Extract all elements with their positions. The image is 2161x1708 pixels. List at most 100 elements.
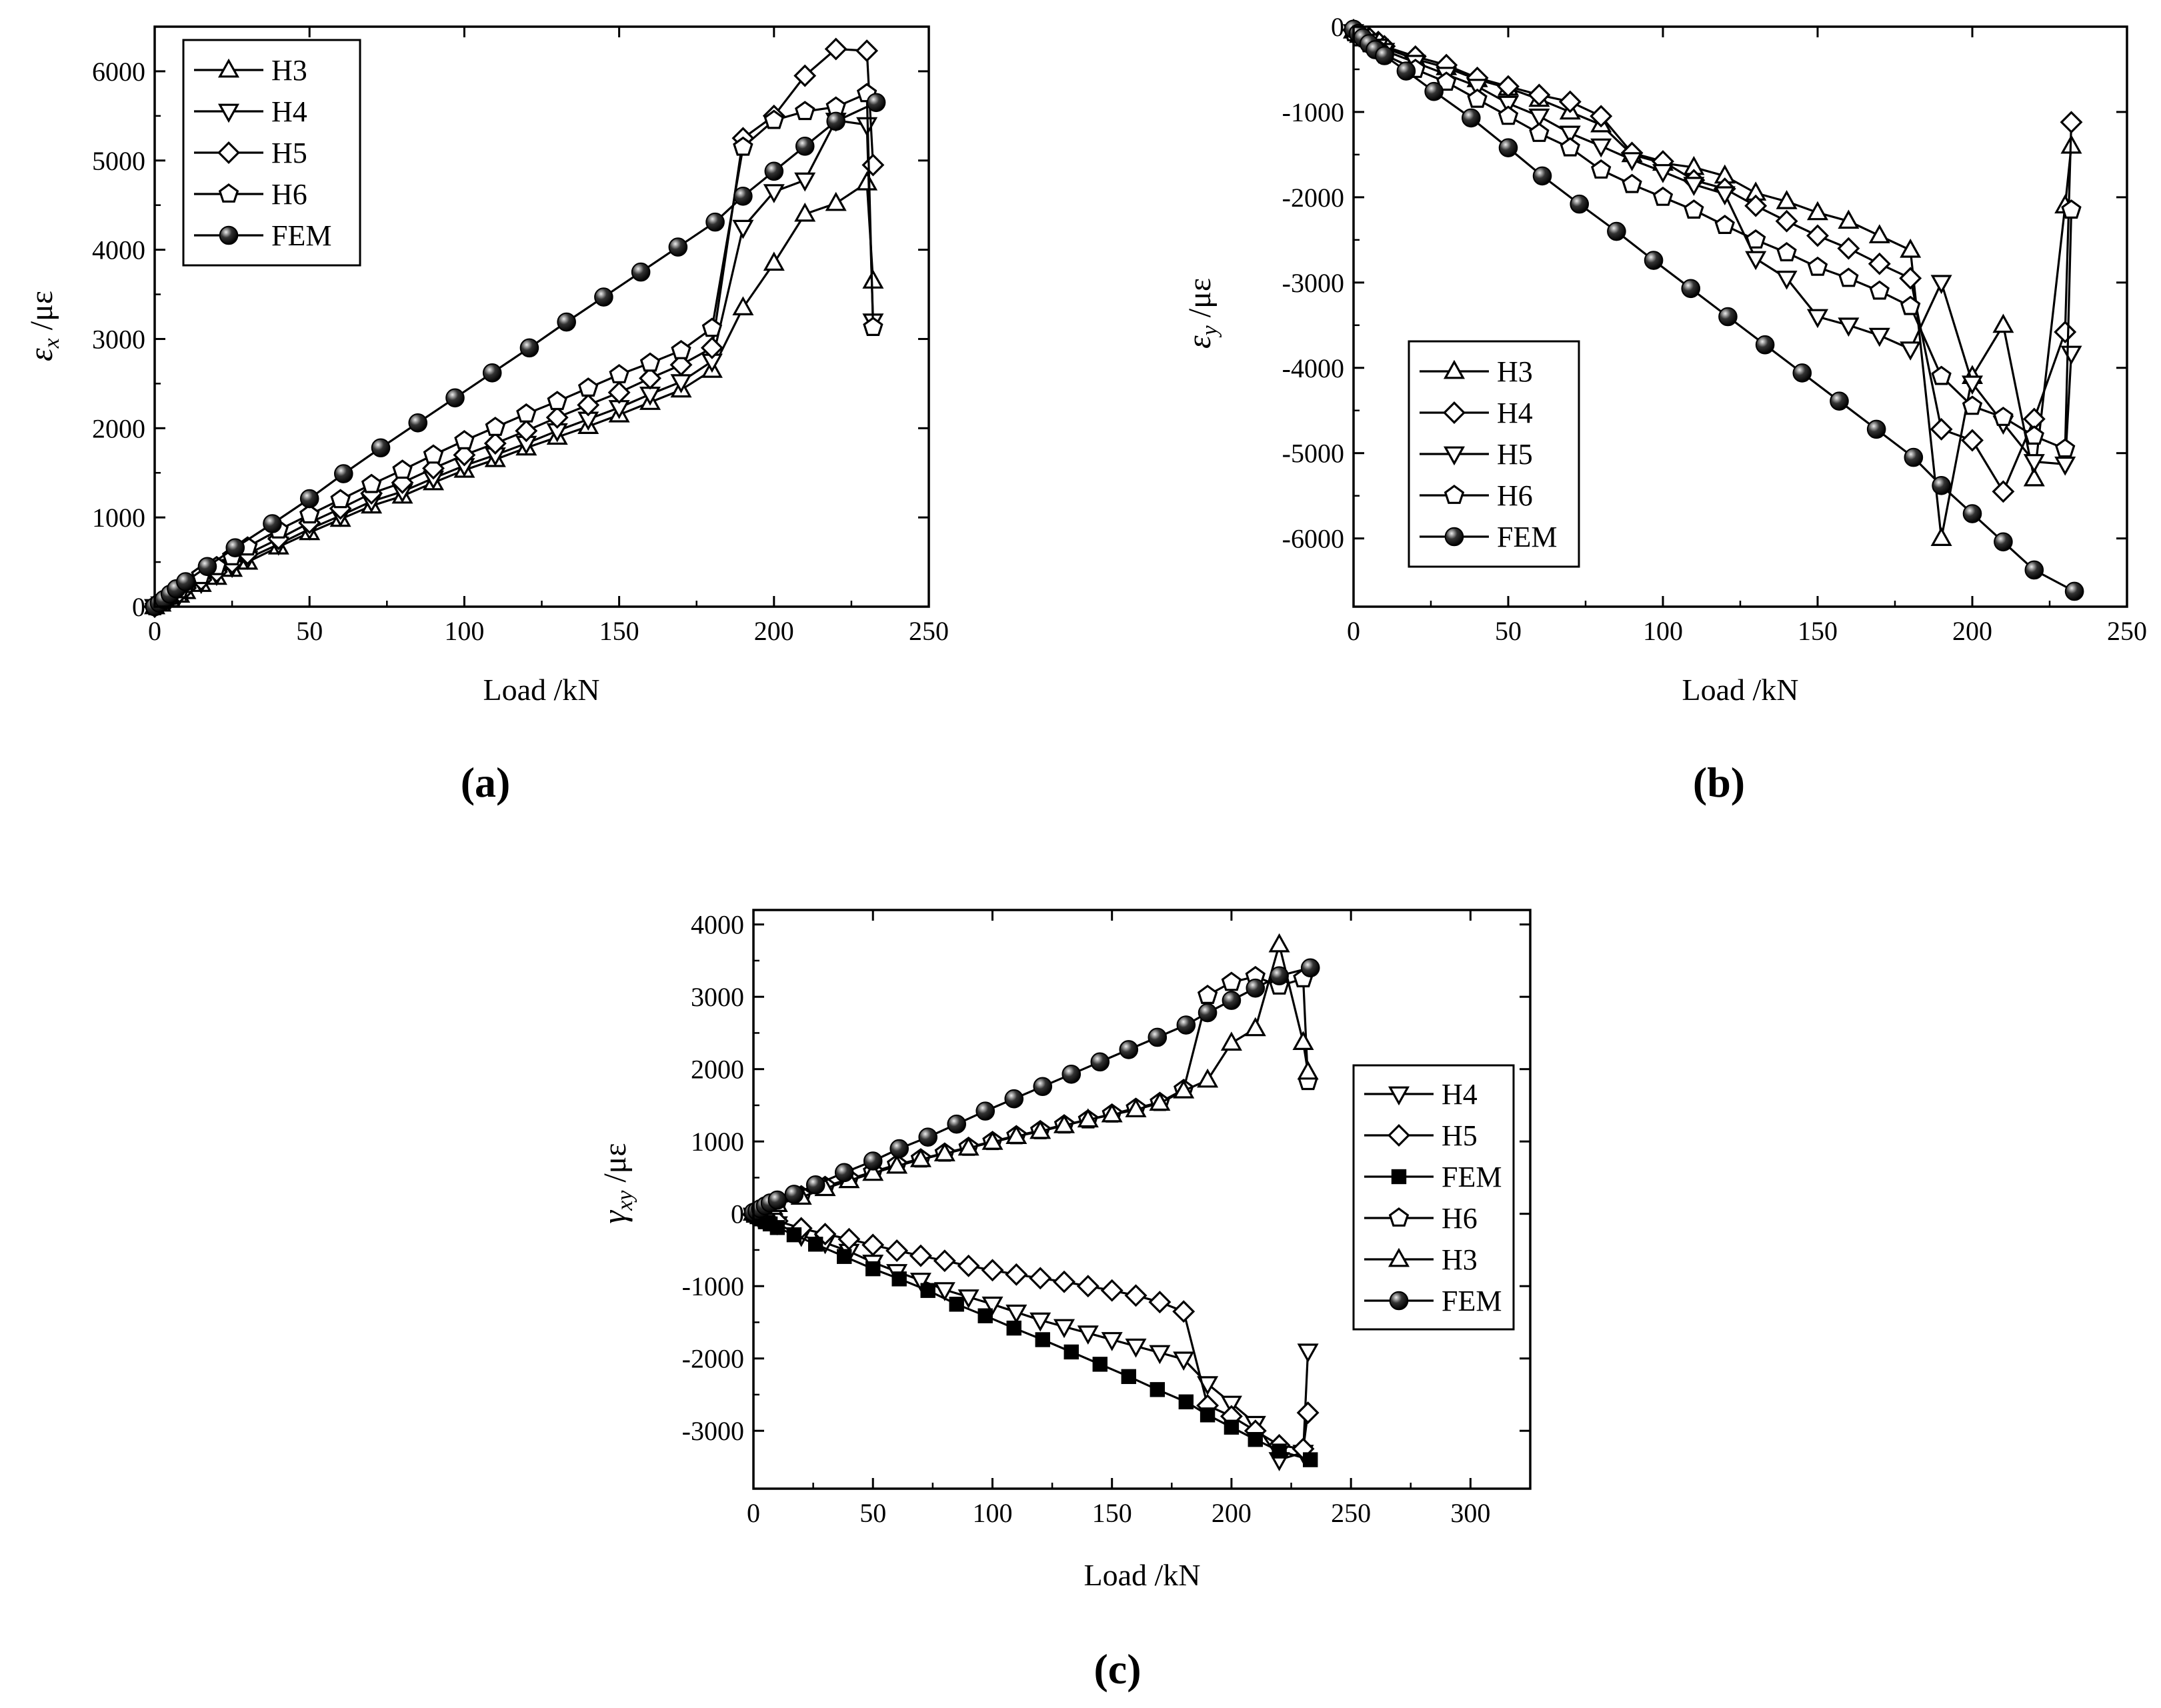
chart-b-point-fem <box>1866 419 1886 439</box>
chart-c-ytick-label: -3000 <box>682 1416 744 1446</box>
chart-c-point-h4 <box>1029 1312 1051 1332</box>
chart-b-ytick-label: -5000 <box>1282 439 1344 469</box>
chart-a-xlabel: Load /kN <box>483 673 599 707</box>
chart-b-point-h5 <box>1559 125 1581 145</box>
chart-a-legend-label: H5 <box>271 137 307 169</box>
chart-b-point-h6 <box>1622 173 1642 193</box>
chart-a-point-h5 <box>453 443 476 467</box>
chart-a-point-fem <box>631 262 651 282</box>
chart-a-point-h3 <box>856 171 878 191</box>
chart-a-xtick-label: 150 <box>599 616 639 646</box>
chart-b-ytick-label: 0 <box>1331 12 1344 42</box>
chart-a-legend-label: H3 <box>271 54 307 87</box>
chart-b-point-h5 <box>1652 164 1674 183</box>
chart-a-point-fem <box>795 137 815 156</box>
chart-a-point-h5 <box>483 432 507 455</box>
panel-a: 0 50 100 150 200 250 0 1000 2000 3000 4000 5000 6000… <box>22 25 949 806</box>
chart-c-point-h3 <box>933 1142 955 1162</box>
chart-a-point-h5 <box>607 381 631 404</box>
chart-c-point-h3 <box>1053 1114 1075 1133</box>
chart-b-point-h3 <box>1900 238 1922 258</box>
chart-b-point-h5 <box>1838 317 1860 337</box>
chart-a-point-h6 <box>795 101 815 121</box>
chart-a-legend-marker <box>218 183 239 203</box>
chart-b-point-h6 <box>1714 215 1735 234</box>
chart-b-point-h5 <box>2023 454 2045 473</box>
chart-b-point-fem <box>1755 335 1775 355</box>
chart-b-point-fem <box>1681 279 1701 299</box>
chart-b-plot-area: 0 50 100 150 200 250 -6000 -5000 -4000 -3000 -2000… <box>1282 12 2147 646</box>
chart-b-point-h6 <box>1529 122 1550 142</box>
chart-a-point-fem <box>299 489 319 509</box>
chart-c-point-fem <box>784 1185 804 1204</box>
chart-b-point-h3 <box>1838 209 1860 229</box>
chart-b-point-h6 <box>1498 105 1519 125</box>
chart-c-point-fem <box>1200 1407 1216 1423</box>
chart-c-point-h4 <box>981 1296 1003 1316</box>
chart-b-point-h6 <box>2055 438 2076 458</box>
chart-a-point-h6 <box>639 352 661 372</box>
chart-c-point-fem <box>1272 1443 1287 1459</box>
chart-c-point-h6 <box>1197 985 1218 1005</box>
chart-c-point-h3 <box>1268 933 1290 953</box>
chart-a-point-h6 <box>361 473 382 493</box>
chart-c-legend-marker <box>1388 1086 1410 1106</box>
chart-a-ytick-label: 1000 <box>92 503 145 533</box>
chart-c-point-h4 <box>933 1282 955 1301</box>
chart-a-point-h5 <box>824 37 847 61</box>
chart-c-ytick-label: 1000 <box>691 1127 744 1157</box>
chart-b-point-h5 <box>1466 79 1488 98</box>
chart-c-point-h3 <box>1197 1068 1219 1088</box>
chart-a-point-h4 <box>794 172 816 192</box>
chart-b-point-h6 <box>1931 365 1952 385</box>
chart-a-ytick-label: 4000 <box>92 235 145 265</box>
chart-c-plot-area: 0 50 100 150 200 250 300 -3000 -2000 -1000 0 1000 20… <box>682 909 1532 1528</box>
chart-c-point-h5 <box>981 1259 1004 1282</box>
chart-a-point-h4 <box>763 184 785 203</box>
chart-c-legend-label: H5 <box>1442 1119 1478 1152</box>
chart-b-point-h6 <box>1591 159 1612 179</box>
chart-c-point-fem <box>1248 1432 1263 1447</box>
chart-c-point-h4 <box>1101 1332 1123 1351</box>
chart-c-point-h3 <box>1292 1031 1314 1051</box>
chart-b-point-h6 <box>1776 242 1797 261</box>
chart-c-legend-marker <box>1389 1291 1409 1311</box>
chart-b-point-h4 <box>1806 224 1829 247</box>
chart-a-point-fem <box>764 161 784 181</box>
chart-b-point-h5 <box>1930 275 1952 295</box>
chart-a-point-h5 <box>669 353 693 377</box>
chart-a-point-h5 <box>700 336 723 359</box>
chart-a-frame <box>153 25 930 608</box>
chart-c-point-fem <box>1303 1452 1318 1467</box>
chart-a-point-h6 <box>392 459 413 479</box>
chart-a-point-h5 <box>855 39 879 63</box>
chart-c-point-h4 <box>1125 1338 1147 1358</box>
chart-c-point-h5 <box>861 1233 885 1257</box>
chart-b-legend-label: H6 <box>1497 479 1533 512</box>
chart-b-point-h5 <box>2054 456 2076 476</box>
chart-c-ytick-label: -1000 <box>682 1271 744 1301</box>
chart-b-point-fem <box>1718 307 1738 327</box>
chart-a-point-h6 <box>609 364 629 383</box>
chart-c-point-fem <box>1222 991 1242 1010</box>
chart-a-point-fem <box>594 287 613 307</box>
chart-a-point-fem <box>333 464 353 483</box>
chart-b-point-h5 <box>1961 375 1984 395</box>
chart-a-point-h6 <box>577 377 599 397</box>
chart-a-point-h4 <box>639 386 661 406</box>
chart-c-point-h5 <box>1053 1270 1075 1293</box>
chart-c-point-fem <box>1121 1369 1136 1385</box>
chart-a-plot-area: 0 50 100 150 200 250 0 1000 2000 3000 4000 5000 6000… <box>92 25 949 646</box>
chart-a-legend-label: FEM <box>271 219 331 252</box>
chart-c-point-h3 <box>1173 1079 1195 1099</box>
chart-b-point-h6 <box>1962 395 1983 415</box>
chart-b-point-h4 <box>1837 237 1860 260</box>
chart-b-point-h5 <box>1806 309 1829 329</box>
chart-a-point-h6 <box>485 417 506 436</box>
chart-c-point-fem <box>889 1139 909 1159</box>
chart-b-legend-label: FEM <box>1497 521 1557 553</box>
chart-b-point-h6 <box>1869 280 1890 300</box>
chart-b-frame <box>1352 25 2128 608</box>
chart-c-point-fem <box>975 1101 995 1121</box>
